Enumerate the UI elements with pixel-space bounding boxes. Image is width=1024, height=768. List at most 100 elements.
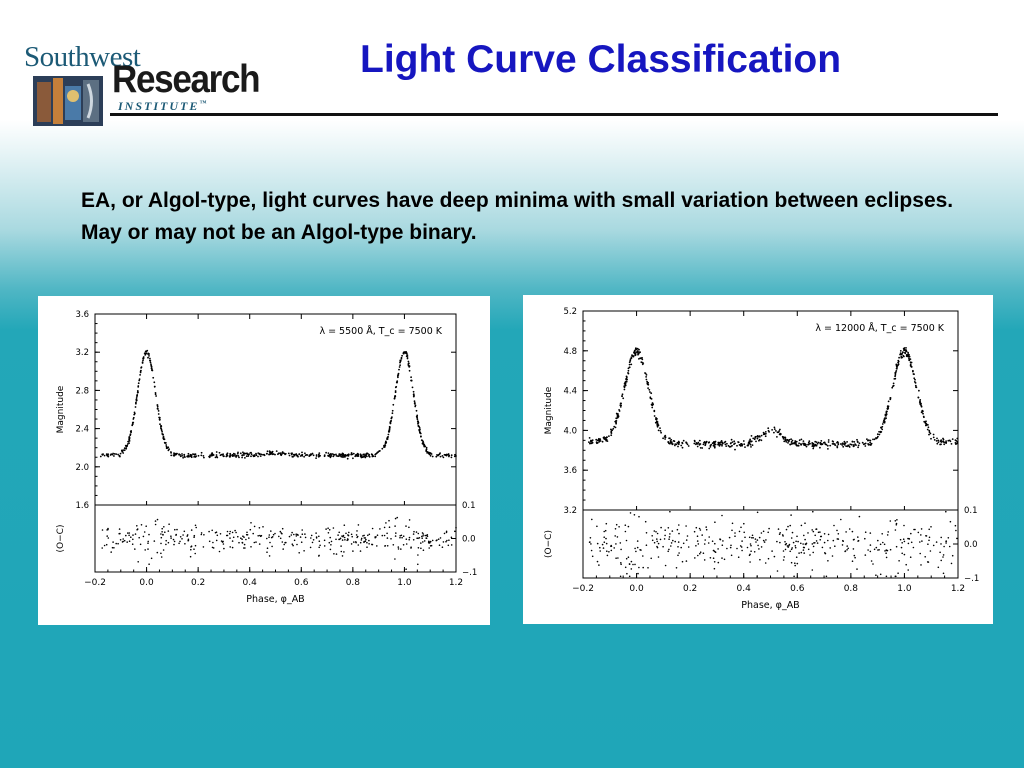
residual-point <box>815 528 817 530</box>
residual-point <box>328 532 330 534</box>
residual-point <box>148 534 150 536</box>
residual-point <box>246 534 248 536</box>
data-point <box>164 438 166 440</box>
residual-point <box>145 525 147 527</box>
residual-point <box>743 523 745 525</box>
residual-point <box>417 564 419 566</box>
data-point <box>158 413 160 415</box>
data-point <box>142 360 144 362</box>
residual-point <box>880 574 882 576</box>
residual-point <box>754 551 756 553</box>
residual-point <box>161 537 163 539</box>
residual-point <box>162 534 164 536</box>
residual-point <box>615 557 617 559</box>
residual-point <box>749 554 751 556</box>
residual-points <box>589 511 958 577</box>
data-point <box>730 446 732 448</box>
data-point <box>351 452 353 454</box>
data-point <box>636 351 638 353</box>
data-point <box>394 395 396 397</box>
residual-point <box>797 541 799 543</box>
residual-point <box>930 526 932 528</box>
data-point <box>828 439 830 441</box>
residual-point <box>890 520 892 522</box>
residual-point <box>603 531 605 533</box>
data-point <box>365 455 367 457</box>
data-point <box>884 418 886 420</box>
data-point <box>300 455 302 457</box>
data-point <box>293 454 295 456</box>
residual-point <box>731 555 733 557</box>
residual-point <box>272 536 274 538</box>
residual-point <box>155 520 157 522</box>
data-point <box>232 454 234 456</box>
x-tick-label: 0.2 <box>191 578 205 588</box>
data-point <box>260 455 262 457</box>
residual-point <box>757 545 759 547</box>
data-point <box>624 387 626 389</box>
residual-point <box>318 555 320 557</box>
residual-point <box>203 534 205 536</box>
residual-point <box>254 542 256 544</box>
residual-point <box>668 549 670 551</box>
residual-point <box>857 536 859 538</box>
data-point <box>426 448 428 450</box>
residual-point <box>836 530 838 532</box>
residual-point <box>180 536 182 538</box>
data-point <box>288 453 290 455</box>
residual-point <box>642 567 644 569</box>
residual-point <box>356 534 358 536</box>
residual-point <box>134 548 136 550</box>
data-point <box>921 411 923 413</box>
residual-axis-label: (O−C) <box>56 525 66 553</box>
data-point <box>120 453 122 455</box>
residual-point <box>695 545 697 547</box>
residual-point <box>812 569 814 571</box>
residual-point <box>682 561 684 563</box>
data-point <box>751 435 753 437</box>
data-point <box>250 452 252 454</box>
data-point <box>797 445 799 447</box>
data-point <box>733 443 735 445</box>
residual-point <box>182 534 184 536</box>
residual-point <box>620 542 622 544</box>
data-point <box>306 454 308 456</box>
data-point <box>634 350 636 352</box>
residual-point <box>269 534 271 536</box>
residual-point <box>170 537 172 539</box>
data-point <box>856 439 858 441</box>
residual-point <box>344 539 346 541</box>
residual-point <box>876 547 878 549</box>
residual-point <box>590 537 592 539</box>
data-point <box>881 426 883 428</box>
residual-point <box>886 576 888 578</box>
data-point <box>259 453 261 455</box>
residual-point <box>955 525 957 527</box>
residual-point <box>741 550 743 552</box>
data-point <box>328 452 330 454</box>
residual-point <box>749 561 751 563</box>
y-tick-label: 3.6 <box>563 466 577 476</box>
residual-point <box>857 540 859 542</box>
residual-point <box>940 537 942 539</box>
data-point <box>955 439 957 441</box>
data-point <box>774 427 776 429</box>
data-point <box>875 438 877 440</box>
residual-point <box>791 537 793 539</box>
residual-point <box>743 532 745 534</box>
data-point <box>681 442 683 444</box>
data-point <box>761 435 763 437</box>
residual-point <box>819 539 821 541</box>
data-point <box>418 429 420 431</box>
data-point <box>919 399 921 401</box>
data-point <box>379 450 381 452</box>
data-point <box>318 452 320 454</box>
residual-point <box>232 547 234 549</box>
residual-point <box>910 533 912 535</box>
residual-point <box>706 529 708 531</box>
data-point <box>708 448 710 450</box>
residual-point <box>678 533 680 535</box>
data-point <box>602 441 604 443</box>
data-point <box>886 411 888 413</box>
data-point <box>360 456 362 458</box>
